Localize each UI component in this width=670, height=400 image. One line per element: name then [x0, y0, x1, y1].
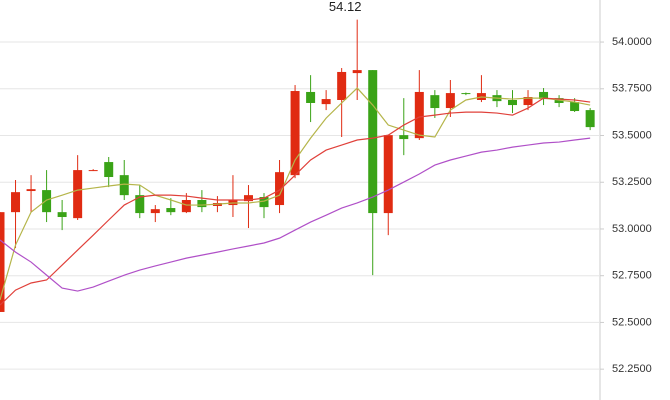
candle-body [73, 170, 83, 219]
candle-body [368, 70, 378, 214]
candle-body [399, 135, 409, 140]
candle-body [523, 97, 533, 106]
moving-average-line [0, 97, 591, 306]
candle-body [243, 195, 253, 202]
y-tick-label: 52.5000 [612, 316, 652, 328]
candle-body [57, 212, 67, 218]
moving-average-line [0, 137, 591, 292]
candle-body [88, 170, 98, 172]
candle-body [42, 190, 52, 213]
y-tick-label: 52.7500 [612, 270, 652, 282]
candle-body [166, 208, 176, 213]
candle-body [275, 172, 285, 206]
candle-body [539, 91, 549, 100]
candle-body [0, 212, 5, 312]
candle-body [119, 175, 129, 196]
candle-body [150, 209, 160, 214]
candle-body [461, 93, 471, 95]
candle-body [445, 93, 455, 109]
y-tick-label: 53.5000 [612, 129, 652, 141]
candle-body [414, 91, 424, 139]
candle-body [337, 71, 347, 100]
y-tick-label: 53.0000 [612, 223, 652, 235]
moving-average-line [0, 87, 591, 301]
candle-body [585, 110, 595, 128]
y-tick-label: 53.7500 [612, 83, 652, 95]
candle-body [181, 200, 191, 213]
candle-body [352, 70, 362, 74]
candle-body [507, 100, 517, 106]
y-tick-label: 53.2500 [612, 176, 652, 188]
candle-body [259, 197, 269, 208]
candle-body [570, 102, 580, 112]
candle-body [104, 162, 114, 178]
candle-body [306, 91, 316, 103]
candle-body [430, 95, 440, 109]
candle-body [197, 200, 207, 208]
candle-body [321, 99, 331, 105]
candle-body [290, 91, 300, 176]
candle-body [11, 192, 21, 213]
y-tick-label: 54.0000 [612, 36, 652, 48]
candle-body [383, 135, 393, 214]
max-high-label: 54.12 [329, 0, 362, 14]
candle-body [135, 195, 145, 214]
candle-body [26, 189, 36, 192]
y-tick-label: 52.2500 [612, 363, 652, 375]
